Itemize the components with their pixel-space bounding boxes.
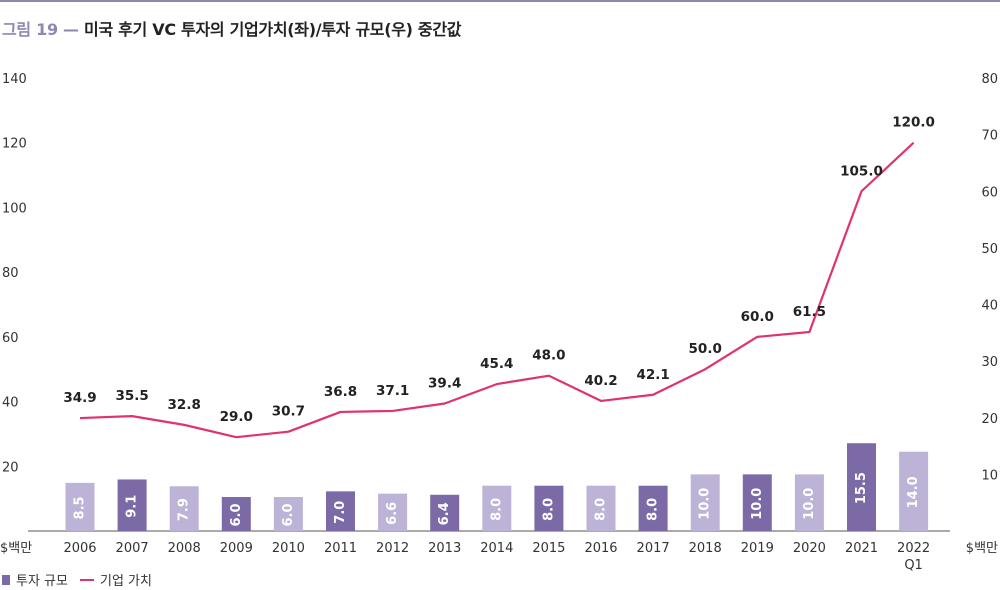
- legend-line-label: 기업 가치: [99, 574, 152, 589]
- x-tick-label: 2013: [428, 541, 461, 556]
- bar-value-label: 6.4: [437, 502, 452, 525]
- bar: [430, 494, 460, 531]
- bar-value-label: 7.9: [177, 498, 192, 521]
- right-tick-label: 60: [981, 185, 998, 200]
- bar-value-label: 6.6: [385, 502, 400, 525]
- left-tick-label: 140: [2, 72, 27, 87]
- bar: [326, 491, 355, 531]
- x-tick-label: 2020: [793, 541, 826, 556]
- left-axis-unit: $백만: [0, 541, 32, 556]
- bar: [378, 493, 408, 531]
- left-tick-label: 80: [2, 266, 19, 281]
- x-tick-label: 2014: [480, 541, 513, 556]
- line-value-label: 35.5: [115, 388, 148, 404]
- bar-value-label: 14.0: [906, 476, 921, 508]
- line-value-label: 120.0: [892, 115, 935, 131]
- right-tick-label: 30: [981, 355, 998, 370]
- bar: [65, 482, 95, 531]
- x-tick-label: 2007: [116, 541, 149, 556]
- x-tick-label: 2008: [168, 541, 201, 556]
- x-tick-label: 2017: [637, 541, 670, 556]
- line-value-label: 34.9: [63, 390, 96, 406]
- bar: [899, 451, 929, 531]
- x-tick-label: 2016: [584, 541, 617, 556]
- bar: [794, 474, 824, 531]
- figure-number: 그림 19 —: [2, 20, 79, 39]
- left-tick-label: 20: [2, 460, 19, 475]
- line-series: [79, 141, 915, 439]
- line-value-label: 29.0: [220, 409, 253, 425]
- bar-value-label: 10.0: [698, 488, 713, 520]
- right-tick-label: 80: [981, 72, 998, 87]
- right-tick-label: 20: [981, 412, 998, 427]
- right-tick-label: 40: [981, 299, 998, 314]
- bar-value-label: 10.0: [750, 488, 765, 520]
- x-tick-label: 2019: [741, 541, 774, 556]
- bar: [586, 485, 616, 531]
- line-value-label: 50.0: [689, 341, 722, 357]
- line-value-label: 105.0: [840, 163, 883, 179]
- line-value-label: 45.4: [480, 356, 513, 372]
- x-tick-label: 2009: [220, 541, 253, 556]
- line-value-label: 36.8: [324, 384, 357, 400]
- bar: [169, 486, 199, 531]
- legend-line-swatch: [79, 578, 94, 581]
- line-value-label: 32.8: [168, 397, 201, 413]
- title-text: 미국 후기 VC 투자의 기업가치(좌)/투자 규모(우) 중간값: [84, 20, 462, 39]
- line-value-label: 60.0: [741, 309, 774, 325]
- legend-bar-swatch: [2, 574, 10, 585]
- top-rule: [0, 0, 1000, 2]
- right-tick-label: 70: [981, 129, 998, 144]
- bar: [742, 474, 772, 531]
- bar-value-label: 6.0: [229, 503, 244, 526]
- right-axis-unit: $백만: [966, 541, 998, 556]
- x-tick-label: 2018: [689, 541, 722, 556]
- x-tick-label: Q1: [904, 558, 923, 573]
- legend-bar-label: 투자 규모: [16, 574, 68, 589]
- x-tick-label: 2006: [63, 541, 96, 556]
- right-tick-label: 50: [981, 242, 998, 257]
- line-value-label: 37.1: [376, 383, 409, 399]
- bar: [482, 485, 512, 531]
- line-value-label: 30.7: [272, 404, 305, 420]
- bar: [117, 479, 147, 531]
- left-tick-label: 40: [2, 396, 19, 411]
- x-tick-label: 2022: [897, 541, 930, 556]
- x-tick-label: 2012: [376, 541, 409, 556]
- bar-value-label: 8.5: [73, 496, 88, 519]
- x-tick-label: 2011: [324, 541, 357, 556]
- right-tick-label: 10: [981, 468, 998, 483]
- left-tick-label: 100: [2, 201, 27, 216]
- bar: [534, 485, 564, 531]
- left-tick-label: 120: [2, 137, 27, 152]
- bar: [847, 443, 876, 531]
- bar-value-label: 8.0: [594, 498, 609, 521]
- line-value-label: 42.1: [636, 367, 669, 383]
- line-value-label: 61.5: [793, 304, 826, 320]
- x-tick-label: 2015: [532, 541, 565, 556]
- chart-title: 그림 19 — 미국 후기 VC 투자의 기업가치(좌)/투자 규모(우) 중간…: [2, 16, 461, 40]
- x-tick-label: 2021: [845, 541, 878, 556]
- bar-value-label: 10.0: [802, 488, 817, 520]
- bar: [638, 485, 668, 531]
- bar-value-label: 6.0: [281, 503, 296, 526]
- bar-value-label: 8.0: [646, 498, 661, 521]
- line-value-label: 40.2: [584, 373, 617, 389]
- bar-value-label: 8.0: [541, 498, 556, 521]
- line-value-label: 48.0: [532, 348, 565, 364]
- bar-value-label: 9.1: [125, 495, 140, 518]
- bar: [690, 474, 720, 531]
- bar-value-label: 15.5: [854, 472, 869, 504]
- bar-value-label: 8.0: [489, 498, 504, 521]
- bar: [273, 497, 303, 531]
- left-tick-label: 60: [2, 331, 19, 346]
- legend: 투자 규모 기업 가치: [2, 570, 152, 589]
- bar: [221, 497, 251, 531]
- bar-value-label: 7.0: [333, 501, 348, 524]
- x-tick-label: 2010: [272, 541, 305, 556]
- line-value-label: 39.4: [428, 376, 461, 392]
